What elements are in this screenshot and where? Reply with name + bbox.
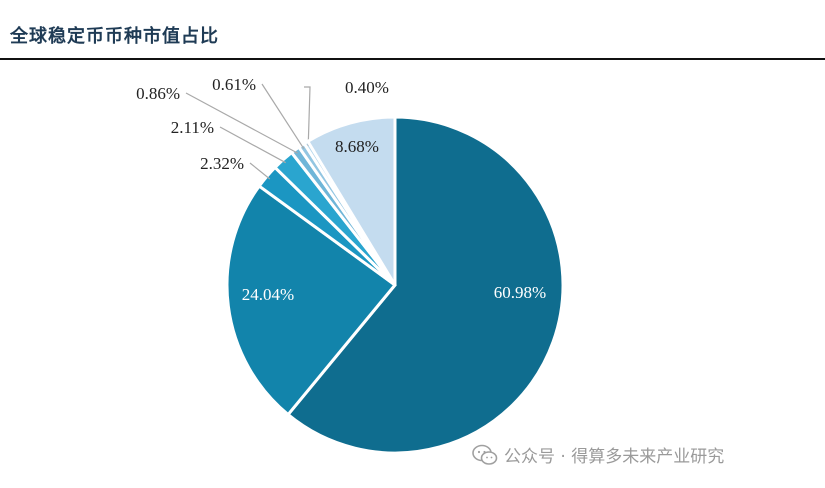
title-divider xyxy=(0,58,825,60)
chart-title: 全球稳定币币种市值占比 xyxy=(10,26,219,47)
slice-data-label: 0.86% xyxy=(136,84,180,103)
leader-line xyxy=(219,126,286,164)
slice-data-label: 0.40% xyxy=(345,78,389,97)
slice-data-label: 2.11% xyxy=(171,118,214,137)
slice-data-label: 2.32% xyxy=(200,154,244,173)
pie-slice xyxy=(225,184,397,417)
slice-data-label: 8.68% xyxy=(335,137,379,156)
pie-slice xyxy=(306,115,397,287)
slice-data-label: 0.61% xyxy=(212,75,256,94)
wechat-icon xyxy=(472,444,498,465)
leader-line xyxy=(261,83,305,150)
slice-data-label: 60.98% xyxy=(494,283,546,302)
leader-line xyxy=(249,162,271,180)
pie-slice xyxy=(286,115,565,455)
leader-line xyxy=(304,86,311,146)
watermark: 公众号 · 得算多未来产业研究 xyxy=(472,442,724,467)
leader-line xyxy=(185,92,298,154)
watermark-text: 公众号 · 得算多未来产业研究 xyxy=(504,447,725,467)
slice-data-label: 24.04% xyxy=(242,285,294,304)
